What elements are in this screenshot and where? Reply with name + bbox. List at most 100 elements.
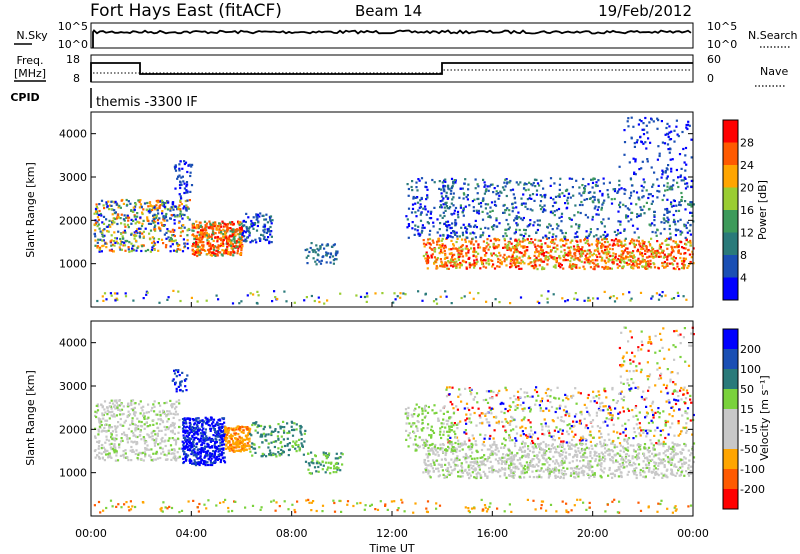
velocity-cell (201, 423, 204, 426)
power-cell (615, 297, 619, 300)
power-cell (231, 302, 235, 305)
power-cell (650, 250, 653, 253)
power-cell (632, 267, 635, 270)
power-cell (546, 263, 549, 266)
power-cell (525, 183, 528, 186)
power-cell (229, 240, 232, 243)
power-cell (255, 301, 258, 305)
power-cell (222, 228, 225, 231)
power-cell (465, 195, 468, 199)
power-cell (598, 252, 601, 255)
power-cell (571, 263, 575, 266)
velocity-cell (307, 468, 310, 471)
power-cell (453, 263, 456, 266)
power-cell (329, 256, 332, 259)
velocity-cell (159, 413, 162, 416)
power-cell (507, 255, 511, 258)
power-cell (200, 229, 203, 232)
power-cell (112, 240, 116, 243)
power-cell (453, 179, 456, 182)
power-cell (589, 191, 592, 194)
power-cell (666, 168, 669, 171)
velocity-cell (205, 461, 208, 464)
velocity-cell (130, 399, 133, 402)
velocity-cell (185, 443, 188, 446)
power-cell (458, 196, 461, 199)
power-cell (680, 167, 683, 170)
power-cell (424, 257, 427, 260)
power-cell (446, 234, 449, 237)
power-cell (456, 249, 459, 252)
power-cell (662, 171, 665, 174)
power-cell (517, 183, 520, 186)
power-cell (527, 188, 530, 191)
power-cell (621, 253, 624, 256)
power-cell (180, 203, 183, 206)
velocity-cell (217, 450, 220, 453)
power-cell (519, 233, 522, 236)
velocity-cell (131, 448, 134, 452)
power-cell (616, 240, 619, 243)
power-cell (491, 183, 494, 186)
power-cell (245, 239, 248, 242)
power-cell (150, 241, 154, 244)
power-cell (488, 245, 491, 249)
power-cell (164, 214, 167, 217)
velocity-cell (111, 447, 115, 450)
velocity-cell (261, 433, 264, 436)
power-cell (468, 263, 471, 266)
velocity-cell (173, 372, 177, 375)
power-cell (169, 245, 172, 248)
power-cell (658, 293, 661, 296)
velocity-cell (204, 464, 207, 467)
power-cell (667, 148, 670, 151)
power-cell (221, 240, 224, 243)
power-cell (174, 205, 177, 208)
velocity-cell (232, 447, 235, 451)
power-cell (185, 209, 188, 212)
power-cell (519, 181, 522, 184)
power-cell (450, 186, 453, 190)
velocity-cell (152, 403, 155, 406)
power-cell (234, 228, 237, 231)
power-cell (269, 218, 272, 221)
power-cell (534, 185, 537, 188)
power-cell (581, 203, 584, 207)
power-cell (539, 194, 542, 197)
power-cell (652, 256, 655, 259)
power-cell (202, 241, 205, 244)
velocity-cell (223, 459, 226, 462)
power-cell (206, 253, 209, 256)
power-cell (494, 253, 497, 257)
power-cell (669, 148, 672, 151)
velocity-cell (186, 438, 189, 442)
power-cell (555, 223, 559, 226)
power-cell (680, 191, 683, 195)
power-cell (425, 243, 428, 246)
colorbar-swatch (723, 165, 738, 188)
power-cell (411, 203, 415, 206)
velocity-cell (338, 456, 341, 459)
power-cell (674, 223, 677, 226)
power-cell (196, 254, 199, 258)
power-cell (215, 246, 219, 249)
power-cell (502, 235, 505, 238)
power-cell (651, 246, 654, 249)
velocity-cell (227, 427, 230, 430)
power-cell (616, 243, 619, 246)
velocity-cell (254, 451, 257, 454)
power-cell (214, 223, 217, 226)
power-cell (502, 204, 505, 207)
velocity-cell (274, 453, 277, 456)
power-cell (325, 254, 328, 257)
velocity-cell (102, 446, 105, 449)
velocity-cell (190, 429, 193, 432)
velocity-cell (100, 420, 103, 423)
power-cell (690, 201, 693, 204)
power-cell (415, 181, 418, 184)
velocity-cell (108, 424, 111, 427)
power-cell (471, 231, 474, 234)
velocity-cell (182, 421, 185, 424)
power-cell (510, 242, 513, 245)
power-cell (189, 190, 192, 193)
